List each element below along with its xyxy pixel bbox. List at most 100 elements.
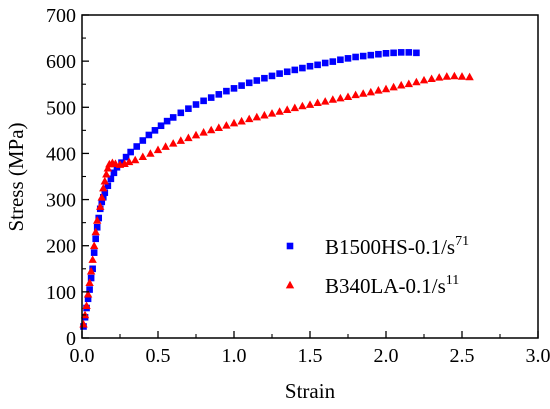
triangle-data-point — [275, 107, 284, 115]
x-axis-title: Strain — [285, 379, 336, 403]
triangle-data-point — [389, 82, 398, 91]
y-tick-label: 600 — [46, 51, 76, 73]
triangle-data-point — [89, 241, 99, 250]
triangle-data-point — [412, 77, 421, 86]
square-data-point — [344, 55, 352, 62]
square-data-point — [352, 53, 359, 61]
square-data-point — [367, 51, 375, 59]
triangle-data-point — [427, 74, 436, 83]
triangle-data-point — [199, 128, 208, 136]
triangle-data-point — [336, 93, 345, 102]
triangle-data-point — [88, 255, 97, 263]
triangle-data-point — [100, 176, 109, 185]
series-1-points — [80, 49, 420, 330]
square-data-point — [104, 182, 112, 190]
x-tick-label: 2.5 — [450, 345, 475, 367]
square-data-point — [207, 94, 215, 101]
triangle-data-point — [103, 163, 113, 172]
triangle-data-point — [237, 116, 246, 125]
triangle-data-point — [229, 118, 239, 127]
square-data-point — [118, 159, 125, 166]
triangle-data-point — [86, 266, 96, 275]
legend: B1500HS-0.1/s71 B340LA-0.1/s11 — [285, 234, 469, 298]
square-data-point — [253, 77, 261, 84]
square-data-point — [101, 189, 109, 196]
square-data-point — [84, 295, 92, 303]
square-data-point — [268, 72, 276, 80]
square-data-point — [163, 117, 171, 125]
square-data-point — [314, 61, 321, 69]
triangle-data-point — [131, 155, 140, 164]
y-tick-label: 300 — [46, 190, 76, 212]
triangle-data-point — [374, 86, 383, 94]
square-data-point — [238, 82, 245, 89]
triangle-data-point — [305, 100, 315, 108]
triangle-data-point — [161, 142, 170, 150]
square-data-point — [215, 91, 223, 98]
triangle-data-point — [381, 84, 391, 93]
legend-label-2: B340LA-0.1/s11 — [325, 273, 459, 298]
y-tick-label: 100 — [46, 282, 76, 304]
triangle-data-point — [99, 183, 108, 192]
y-tick-label: 0 — [66, 328, 76, 350]
legend-label-1: B1500HS-0.1/s71 — [325, 234, 469, 259]
square-data-point — [245, 79, 253, 87]
square-data-point — [192, 101, 200, 108]
triangle-data-point — [97, 193, 106, 201]
legend-marker-1 — [286, 242, 294, 250]
triangle-data-point — [351, 90, 360, 99]
square-data-point — [397, 49, 405, 56]
square-data-point — [382, 49, 390, 57]
square-data-point — [87, 274, 95, 282]
triangle-data-point — [366, 87, 375, 96]
square-data-point — [122, 153, 130, 161]
square-data-point — [110, 169, 118, 177]
triangle-data-point — [313, 98, 322, 107]
square-data-point — [261, 74, 268, 82]
square-data-point — [93, 223, 101, 231]
triangle-data-point — [450, 71, 459, 80]
triangle-data-point — [93, 216, 102, 224]
triangle-data-point — [245, 114, 254, 123]
triangle-data-point — [83, 289, 93, 298]
triangle-data-point — [252, 112, 261, 121]
square-data-point — [107, 175, 115, 183]
x-tick-label: 0.5 — [146, 345, 171, 367]
square-data-point — [200, 97, 207, 105]
triangle-data-point — [465, 72, 474, 81]
square-data-point — [127, 148, 134, 156]
triangle-data-point — [359, 89, 368, 97]
square-data-point — [230, 85, 238, 92]
series-2-points — [79, 71, 474, 328]
square-data-point — [145, 131, 153, 139]
triangle-data-point — [138, 152, 147, 161]
triangle-data-point — [82, 301, 91, 310]
legend-marker-2 — [285, 280, 295, 289]
square-data-point — [86, 286, 93, 293]
y-axis-title: Stress (MPa) — [4, 122, 28, 231]
x-tick-label: 2.0 — [374, 345, 399, 367]
triangle-data-point — [96, 202, 105, 210]
triangle-data-point — [457, 72, 467, 80]
y-tick-label: 500 — [46, 97, 76, 119]
square-data-point — [405, 49, 413, 56]
square-data-point — [276, 70, 283, 77]
triangle-data-point — [85, 278, 94, 286]
y-tick-label: 400 — [46, 143, 76, 165]
square-data-point — [98, 198, 106, 206]
triangle-data-point — [397, 80, 406, 89]
triangle-data-point — [404, 79, 413, 88]
triangle-data-point — [298, 101, 307, 110]
triangle-data-point — [321, 97, 330, 105]
triangle-data-point — [435, 73, 444, 81]
triangle-data-point — [290, 103, 299, 112]
square-data-point — [299, 64, 306, 72]
square-data-point — [157, 122, 165, 130]
square-data-point — [223, 87, 230, 95]
triangle-data-point — [91, 227, 100, 236]
triangle-data-point — [267, 109, 277, 117]
square-data-point — [359, 52, 367, 60]
square-data-point — [177, 109, 185, 117]
plot-marks — [79, 49, 474, 330]
triangle-data-point — [153, 145, 163, 154]
